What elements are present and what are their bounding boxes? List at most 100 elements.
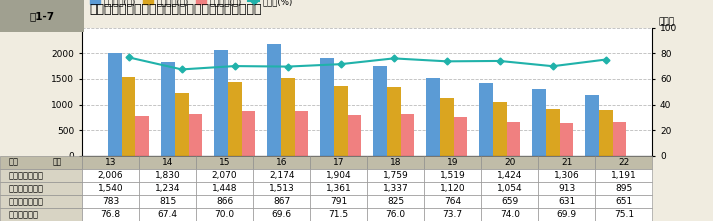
Text: 2,174: 2,174 — [269, 171, 294, 180]
Text: 659: 659 — [501, 197, 518, 206]
Bar — [453, 117, 468, 156]
Bar — [532, 89, 546, 156]
FancyBboxPatch shape — [0, 195, 82, 208]
Text: 検挙人員（人）: 検挙人員（人） — [9, 197, 43, 206]
Text: 1,519: 1,519 — [440, 171, 466, 180]
Text: 825: 825 — [387, 197, 404, 206]
FancyBboxPatch shape — [253, 195, 310, 208]
Bar — [161, 62, 175, 156]
Text: 20: 20 — [504, 158, 515, 167]
FancyBboxPatch shape — [424, 195, 481, 208]
FancyBboxPatch shape — [310, 169, 367, 182]
FancyBboxPatch shape — [82, 156, 139, 169]
FancyBboxPatch shape — [139, 208, 196, 221]
FancyBboxPatch shape — [538, 182, 595, 195]
FancyBboxPatch shape — [367, 208, 424, 221]
FancyBboxPatch shape — [310, 195, 367, 208]
Text: 69.6: 69.6 — [272, 210, 292, 219]
Text: 18: 18 — [390, 158, 401, 167]
FancyBboxPatch shape — [595, 195, 652, 208]
Text: 70.0: 70.0 — [215, 210, 235, 219]
FancyBboxPatch shape — [196, 208, 253, 221]
FancyBboxPatch shape — [595, 208, 652, 221]
Text: 1,830: 1,830 — [155, 171, 180, 180]
Text: 22: 22 — [618, 158, 630, 167]
Text: 1,234: 1,234 — [155, 184, 180, 193]
FancyBboxPatch shape — [253, 169, 310, 182]
Text: 16: 16 — [276, 158, 287, 167]
Bar — [401, 114, 414, 156]
Bar — [175, 93, 188, 156]
Bar — [612, 122, 627, 156]
FancyBboxPatch shape — [0, 182, 82, 195]
FancyBboxPatch shape — [0, 208, 82, 221]
FancyBboxPatch shape — [424, 169, 481, 182]
FancyBboxPatch shape — [481, 195, 538, 208]
FancyBboxPatch shape — [538, 169, 595, 182]
Text: 71.5: 71.5 — [329, 210, 349, 219]
Text: 1,054: 1,054 — [497, 184, 523, 193]
Text: 1,759: 1,759 — [383, 171, 409, 180]
Text: 1,120: 1,120 — [440, 184, 466, 193]
Text: 1,191: 1,191 — [611, 171, 637, 180]
Bar — [599, 110, 612, 156]
FancyBboxPatch shape — [82, 169, 139, 182]
FancyBboxPatch shape — [424, 208, 481, 221]
FancyBboxPatch shape — [139, 156, 196, 169]
FancyBboxPatch shape — [367, 182, 424, 195]
FancyBboxPatch shape — [595, 169, 652, 182]
Text: 73.7: 73.7 — [443, 210, 463, 219]
Text: 認知件数（件）: 認知件数（件） — [9, 171, 43, 180]
Bar — [227, 82, 242, 156]
Text: 1,540: 1,540 — [98, 184, 123, 193]
Bar — [281, 78, 294, 156]
Bar — [135, 116, 149, 156]
FancyBboxPatch shape — [310, 208, 367, 221]
FancyBboxPatch shape — [196, 195, 253, 208]
Text: 17: 17 — [333, 158, 344, 167]
FancyBboxPatch shape — [253, 182, 310, 195]
Text: 検挙率（％）: 検挙率（％） — [9, 210, 39, 219]
Bar — [507, 122, 520, 156]
Text: 1,361: 1,361 — [326, 184, 352, 193]
Text: 815: 815 — [159, 197, 176, 206]
FancyBboxPatch shape — [367, 195, 424, 208]
Text: 13: 13 — [105, 158, 116, 167]
Text: 区分: 区分 — [9, 158, 19, 167]
Text: 764: 764 — [444, 197, 461, 206]
FancyBboxPatch shape — [481, 156, 538, 169]
Bar — [440, 98, 453, 156]
FancyBboxPatch shape — [82, 182, 139, 195]
Text: 検挙件数（件）: 検挙件数（件） — [9, 184, 43, 193]
FancyBboxPatch shape — [538, 208, 595, 221]
Bar — [560, 124, 573, 156]
Text: 15: 15 — [219, 158, 230, 167]
Text: 1,513: 1,513 — [269, 184, 294, 193]
FancyBboxPatch shape — [481, 182, 538, 195]
FancyBboxPatch shape — [196, 182, 253, 195]
FancyBboxPatch shape — [367, 156, 424, 169]
FancyBboxPatch shape — [0, 169, 82, 182]
FancyBboxPatch shape — [481, 208, 538, 221]
Text: 1,448: 1,448 — [212, 184, 237, 193]
Bar — [108, 53, 122, 156]
Bar — [122, 77, 135, 156]
FancyBboxPatch shape — [139, 195, 196, 208]
Bar — [479, 83, 493, 156]
Bar — [214, 50, 227, 156]
Bar — [242, 111, 255, 156]
Text: 図1-7: 図1-7 — [29, 11, 55, 21]
Bar — [294, 111, 308, 156]
FancyBboxPatch shape — [253, 208, 310, 221]
Text: 74.0: 74.0 — [500, 210, 520, 219]
Text: 21: 21 — [561, 158, 573, 167]
FancyBboxPatch shape — [0, 156, 82, 169]
FancyBboxPatch shape — [310, 156, 367, 169]
FancyBboxPatch shape — [253, 156, 310, 169]
Text: 913: 913 — [558, 184, 575, 193]
Text: 76.8: 76.8 — [101, 210, 120, 219]
Bar — [188, 114, 202, 156]
Bar — [347, 115, 361, 156]
Text: 14: 14 — [162, 158, 173, 167]
Text: 放火の認知・検挙状況の推移（平成１３～２２年）: 放火の認知・検挙状況の推移（平成１３～２２年） — [89, 4, 262, 16]
